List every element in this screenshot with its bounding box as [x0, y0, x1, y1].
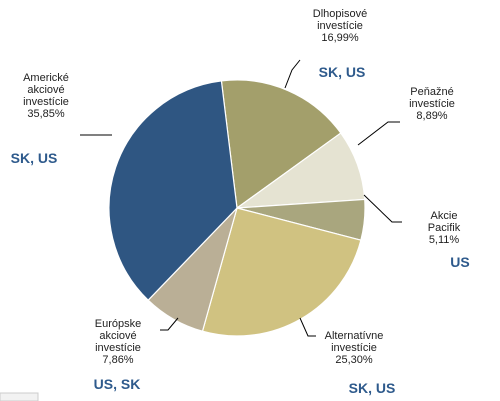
market-tag: US, SK	[93, 376, 141, 392]
slice-label: Americké akciové investície 35,85%	[23, 72, 69, 120]
slice-label: Alternatívne investície 25,30%	[324, 330, 384, 366]
pie-slice	[220, 79, 342, 210]
slice-label: Akcie Pacifik 5,11%	[416, 210, 472, 246]
market-tag: US	[450, 254, 470, 270]
slice-value: 8,89%	[416, 110, 448, 122]
market-tag: SK, US	[348, 380, 396, 396]
leader-line	[284, 59, 301, 89]
slice-value: 25,30%	[335, 354, 373, 366]
slice-value: 16,99%	[321, 32, 359, 44]
slice-label: Peňažné investície 8,89%	[409, 86, 455, 122]
slice-label: Európske akciové investície 7,86%	[94, 318, 142, 366]
leader-line	[299, 317, 316, 337]
scroll-stub	[0, 392, 39, 401]
leader-line	[363, 194, 402, 223]
slice-value: 7,86%	[102, 354, 134, 366]
pie-slice	[108, 80, 238, 302]
leader-line	[160, 317, 179, 331]
slice-value: 35,85%	[27, 108, 65, 120]
market-tag: SK, US	[10, 150, 58, 166]
slice-value: 5,11%	[428, 234, 460, 246]
leader-line	[357, 121, 400, 146]
market-tag: SK, US	[318, 64, 366, 80]
slice-label: Dlhopisové investície 16,99%	[312, 8, 368, 44]
